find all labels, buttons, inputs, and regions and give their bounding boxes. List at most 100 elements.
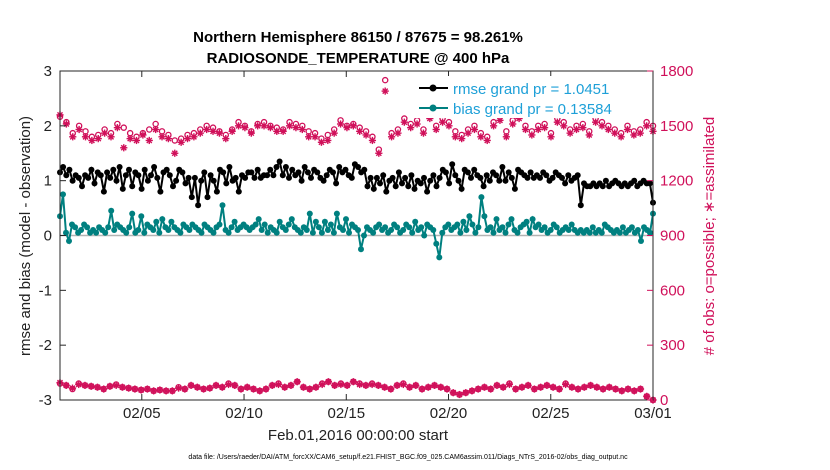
rmse-point <box>129 183 136 190</box>
bias-point <box>210 229 217 236</box>
obs-assimilated-marker <box>438 118 447 126</box>
bias-point <box>481 213 488 220</box>
bias-point <box>535 221 542 228</box>
asterisk-stroke <box>568 384 575 391</box>
y-tick-left-label: 0 <box>44 228 52 245</box>
rmse-point <box>464 169 471 176</box>
rmse-point <box>248 169 255 176</box>
rmse-point <box>264 172 271 179</box>
rmse-point <box>104 169 111 176</box>
obs-assimilated-marker <box>222 135 230 143</box>
obs-possible-marker <box>381 76 389 84</box>
asterisk-stroke <box>203 126 210 133</box>
rmse-point <box>213 188 220 195</box>
obs-assimilated-marker <box>120 144 128 152</box>
asterisk-stroke <box>443 386 451 393</box>
rmse-point <box>188 194 195 201</box>
bias-point <box>523 218 530 225</box>
asterisk-stroke <box>579 124 586 131</box>
y-tick-left-label: -1 <box>39 282 52 299</box>
rmse-point <box>348 174 355 181</box>
rmse-point <box>471 166 478 173</box>
obs-assimilated-marker <box>312 383 320 391</box>
bias-point <box>84 224 91 231</box>
legend-bias-label: bias grand pr = 0.13584 <box>453 101 612 118</box>
obs-assimilated-marker <box>337 380 345 389</box>
bias-point <box>514 229 521 236</box>
bias-point <box>466 213 473 220</box>
bias-point <box>150 227 157 233</box>
asterisk-stroke <box>337 120 344 128</box>
bias-point <box>409 229 416 236</box>
rmse-point <box>496 177 503 184</box>
asterisk-stroke <box>487 386 494 393</box>
bias-point <box>340 227 346 233</box>
asterisk-stroke <box>100 386 107 393</box>
bias-point <box>276 218 283 225</box>
asterisk-stroke <box>425 384 432 391</box>
rmse-point <box>399 180 405 187</box>
obs-assimilated-marker <box>534 125 542 134</box>
asterisk-stroke <box>331 382 338 389</box>
bias-point <box>225 229 232 236</box>
obs-assimilated-marker <box>137 386 145 394</box>
y-tick-right-label: 0 <box>660 392 668 409</box>
asterisk-stroke <box>213 382 220 389</box>
asterisk-stroke <box>369 137 376 144</box>
rmse-point <box>119 185 126 192</box>
asterisk-stroke <box>611 130 618 137</box>
asterisk-stroke <box>120 144 127 151</box>
obs-assimilated-marker <box>218 383 226 391</box>
y-tick-right-label: 1800 <box>660 63 693 80</box>
rmse-point <box>323 172 330 179</box>
rmse-point <box>524 174 531 181</box>
bias-point <box>475 224 482 231</box>
rmse-point <box>424 188 431 195</box>
obs-assimilated-marker <box>175 384 183 392</box>
rmse-point <box>577 202 584 209</box>
obs-assimilated-marker <box>605 383 613 391</box>
rmse-point <box>477 174 484 181</box>
bias-point <box>436 254 443 261</box>
asterisk-stroke <box>567 130 574 137</box>
y-tick-right-label: 1500 <box>660 118 693 135</box>
obs-assimilated-marker <box>419 129 428 137</box>
asterisk-stroke <box>325 378 332 385</box>
bias-point <box>135 227 142 233</box>
obs-assimilated-marker <box>318 380 326 389</box>
obs-assimilated-marker <box>509 120 517 128</box>
bias-point <box>261 221 268 228</box>
obs-assimilated-marker <box>93 383 102 391</box>
bias-point <box>439 229 446 236</box>
obs-assimilated-marker <box>505 380 514 389</box>
bias-point <box>165 227 172 233</box>
rmse-point <box>254 166 261 173</box>
obs-assimilated-marker <box>262 385 270 393</box>
obs-assimilated-marker <box>593 383 601 391</box>
bias-point <box>445 221 452 228</box>
asterisk-stroke <box>250 386 257 393</box>
asterisk-stroke <box>312 384 319 391</box>
rmse-point <box>392 183 399 190</box>
asterisk-stroke <box>363 131 370 138</box>
asterisk-stroke <box>420 130 427 137</box>
obs-assimilated-marker <box>468 387 476 395</box>
asterisk-stroke <box>238 386 245 393</box>
series-lines <box>57 158 656 261</box>
rmse-point <box>204 194 211 201</box>
asterisk-stroke <box>605 126 612 133</box>
bias-point <box>394 224 401 231</box>
rmse-point <box>380 172 387 179</box>
rmse-point <box>427 177 434 184</box>
rmse-point <box>270 172 277 179</box>
bias-point <box>303 227 310 233</box>
rmse-point <box>336 164 343 170</box>
asterisk-stroke <box>458 135 465 142</box>
rmse-point <box>75 174 82 181</box>
obs-assimilated-marker <box>374 381 382 389</box>
rmse-point <box>402 174 409 181</box>
bias-point <box>547 227 554 233</box>
asterisk-stroke <box>300 384 307 391</box>
rmse-point <box>201 169 208 176</box>
asterisk-stroke <box>150 387 157 394</box>
